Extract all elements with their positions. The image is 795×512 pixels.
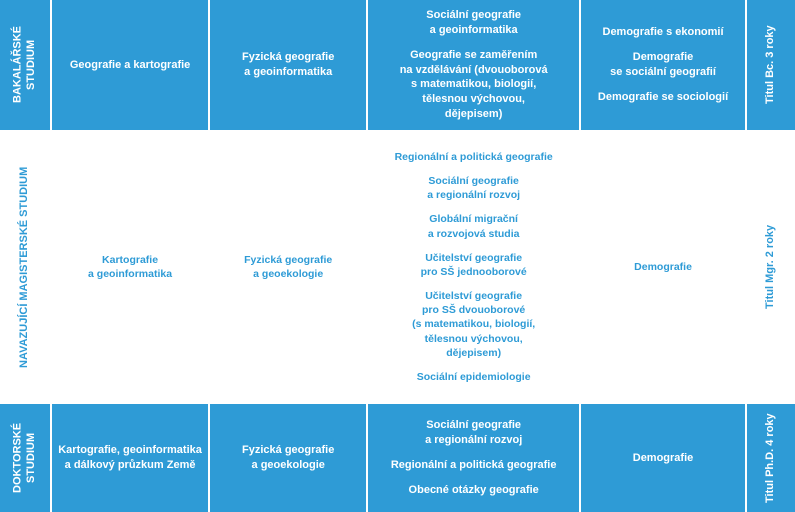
- row-bc-col-2-block-1-line-1: na vzdělávání (dvouoborová: [400, 63, 548, 78]
- row-bc-col-3-block-0: Demografie s ekonomií: [603, 25, 724, 40]
- row-bc-col-2-block-0-line-1: a geoinformatika: [426, 23, 521, 38]
- row-phd-col-3: Demografie: [581, 404, 745, 512]
- row-mgr-col-2-block-5: Sociální epidemiologie: [417, 370, 531, 384]
- row-mgr-col-2-block-5-line-0: Sociální epidemiologie: [417, 370, 531, 384]
- row-mgr-col-2-block-0: Regionální a politická geografie: [395, 150, 553, 164]
- row-bc-col-2: Sociální geografiea geoinformatika Geogra…: [368, 0, 579, 130]
- row-bc-col-2-block-0: Sociální geografiea geoinformatika: [426, 8, 521, 38]
- row-mgr-col-2-block-3-line-1: pro SŠ jednooborové: [421, 265, 527, 279]
- row-bc-col-3-block-1: Demografiese sociální geografií: [610, 50, 716, 80]
- row-mgr-col-1: Fyzická geografiea geoekologie: [210, 132, 366, 402]
- row-bc-col-1-block-0: Fyzická geografiea geoinformatika: [242, 50, 334, 80]
- row-bc-col-1-block-0-line-1: a geoinformatika: [242, 65, 334, 80]
- row-phd-col-2-block-0: Sociální geografiea regionální rozvoj: [425, 418, 522, 448]
- row-phd-col-2-block-0-line-0: Sociální geografie: [425, 418, 522, 433]
- row-mgr-col-2-block-4: Učitelství geografiepro SŠ dvouoborové(s…: [412, 289, 535, 360]
- row-mgr-col-0-block-0: Kartografiea geoinformatika: [88, 253, 172, 281]
- row-bc-col-2-block-0-line-0: Sociální geografie: [426, 8, 521, 23]
- row-bc-col-3-block-1-line-0: Demografie: [610, 50, 716, 65]
- row-phd-col-1-block-0: Fyzická geografiea geoekologie: [242, 443, 334, 473]
- row-bc-col-2-block-1: Geografie se zaměřenímna vzdělávání (dvo…: [400, 48, 548, 122]
- row-mgr-col-2-block-1-line-1: a regionální rozvoj: [427, 188, 520, 202]
- row-bc-col-3-block-0-line-0: Demografie s ekonomií: [603, 25, 724, 40]
- row-mgr-col-2-block-4-line-4: dějepisem): [412, 346, 535, 360]
- row-phd-left-label: DOKTORSKÉ STUDIUM: [0, 404, 50, 512]
- row-bc-col-1-block-0-line-0: Fyzická geografie: [242, 50, 334, 65]
- row-bc-col-2-block-1-line-4: dějepisem): [400, 107, 548, 122]
- row-phd-col-2-block-1-line-0: Regionální a politická geografie: [391, 458, 557, 473]
- row-phd-col-0-block-0-line-1: a dálkový průzkum Země: [58, 458, 202, 473]
- row-mgr-col-2-block-2-line-1: a rozvojová studia: [428, 227, 520, 241]
- row-phd-col-2: Sociální geografiea regionální rozvoj Reg…: [368, 404, 579, 512]
- row-bc-right-label: Titul Bc. 3 roky: [747, 0, 795, 130]
- row-phd-col-3-block-0: Demografie: [633, 451, 694, 466]
- row-bc-col-1: Fyzická geografiea geoinformatika: [210, 0, 366, 130]
- row-mgr-col-2-block-1-line-0: Sociální geografie: [427, 174, 520, 188]
- row-mgr-col-1-block-0: Fyzická geografiea geoekologie: [244, 253, 332, 281]
- row-phd-col-1-block-0-line-0: Fyzická geografie: [242, 443, 334, 458]
- row-mgr-col-2-block-2-line-0: Globální migrační: [428, 212, 520, 226]
- row-phd-col-2-block-1: Regionální a politická geografie: [391, 458, 557, 473]
- row-phd-col-0: Kartografie, geoinformatikaa dálkový prů…: [52, 404, 208, 512]
- row-mgr-col-0-block-0-line-0: Kartografie: [88, 253, 172, 267]
- row-mgr-col-3: Demografie: [581, 132, 745, 402]
- row-bc-col-3: Demografie s ekonomií Demografiese sociál…: [581, 0, 745, 130]
- row-mgr-col-3-block-0: Demografie: [634, 260, 692, 274]
- row-mgr-col-2-block-3-line-0: Učitelství geografie: [421, 251, 527, 265]
- row-mgr-col-1-block-0-line-1: a geoekologie: [244, 267, 332, 281]
- row-mgr-left-label: NAVAZUJÍCÍ MAGISTERSKÉ STUDIUM: [0, 132, 50, 402]
- row-mgr-col-2-block-3: Učitelství geografiepro SŠ jednooborové: [421, 251, 527, 279]
- row-bc-col-0: Geografie a kartografie: [52, 0, 208, 130]
- row-bc-col-2-block-1-line-3: tělesnou výchovou,: [400, 92, 548, 107]
- row-mgr-col-2-block-4-line-1: pro SŠ dvouoborové: [412, 303, 535, 317]
- row-bc-col-0-block-0: Geografie a kartografie: [70, 58, 190, 73]
- row-bc-col-0-block-0-line-0: Geografie a kartografie: [70, 58, 190, 73]
- row-mgr-col-2-block-1: Sociální geografiea regionální rozvoj: [427, 174, 520, 202]
- row-phd-right-label: Titul Ph.D. 4 roky: [747, 404, 795, 512]
- row-phd-col-0-block-0-line-0: Kartografie, geoinformatika: [58, 443, 202, 458]
- row-phd-col-2-block-2: Obecné otázky geografie: [409, 483, 539, 498]
- row-bc-col-3-block-2: Demografie se sociologií: [598, 90, 728, 105]
- row-phd-col-1: Fyzická geografiea geoekologie: [210, 404, 366, 512]
- row-phd-col-2-block-2-line-0: Obecné otázky geografie: [409, 483, 539, 498]
- row-phd-col-1-block-0-line-1: a geoekologie: [242, 458, 334, 473]
- row-mgr-right-label: Titul Mgr. 2 roky: [747, 132, 795, 402]
- row-bc-col-3-block-2-line-0: Demografie se sociologií: [598, 90, 728, 105]
- row-mgr-col-2: Regionální a politická geografie Sociální…: [368, 132, 579, 402]
- row-phd-col-2-block-0-line-1: a regionální rozvoj: [425, 433, 522, 448]
- row-mgr-col-0-block-0-line-1: a geoinformatika: [88, 267, 172, 281]
- row-bc-left-label: BAKALÁŘSKÉ STUDIUM: [0, 0, 50, 130]
- row-mgr-col-2-block-4-line-0: Učitelství geografie: [412, 289, 535, 303]
- row-bc-col-2-block-1-line-2: s matematikou, biologií,: [400, 77, 548, 92]
- row-phd-col-3-block-0-line-0: Demografie: [633, 451, 694, 466]
- row-mgr-col-2-block-4-line-2: (s matematikou, biologií,: [412, 317, 535, 331]
- row-mgr-col-0: Kartografiea geoinformatika: [52, 132, 208, 402]
- row-bc-col-2-block-1-line-0: Geografie se zaměřením: [400, 48, 548, 63]
- row-bc-col-3-block-1-line-1: se sociální geografií: [610, 65, 716, 80]
- row-mgr-col-1-block-0-line-0: Fyzická geografie: [244, 253, 332, 267]
- row-mgr-col-2-block-2: Globální migračnía rozvojová studia: [428, 212, 520, 240]
- row-phd-col-0-block-0: Kartografie, geoinformatikaa dálkový prů…: [58, 443, 202, 473]
- row-mgr-col-3-block-0-line-0: Demografie: [634, 260, 692, 274]
- study-programs-grid: BAKALÁŘSKÉ STUDIUM Geografie a kartografi…: [0, 0, 795, 512]
- row-mgr-col-2-block-0-line-0: Regionální a politická geografie: [395, 150, 553, 164]
- row-mgr-col-2-block-4-line-3: tělesnou výchovou,: [412, 332, 535, 346]
